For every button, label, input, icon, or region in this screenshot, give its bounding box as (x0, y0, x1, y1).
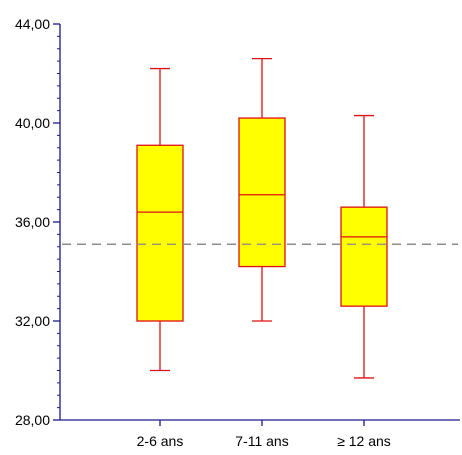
y-tick-label: 40,00 (15, 115, 50, 131)
y-tick-label: 44,00 (15, 16, 50, 32)
axes (53, 23, 460, 426)
box-1 (238, 58, 286, 322)
y-tick-label: 36,00 (15, 214, 50, 230)
iqr-box (238, 117, 286, 268)
x-category-label: 2-6 ans (137, 433, 184, 449)
boxes-group (62, 58, 458, 379)
iqr-box (340, 206, 388, 307)
y-tick-label: 28,00 (15, 412, 50, 428)
x-category-label: ≥ 12 ans (337, 433, 391, 449)
box-0 (136, 67, 184, 372)
box-2 (340, 114, 388, 379)
labels-group: 28,00 32,00 36,00 40,00 44,00 2-6 ans 7-11 ans… (15, 16, 391, 449)
iqr-box (136, 144, 184, 322)
y-tick-label: 32,00 (15, 313, 50, 329)
x-category-label: 7-11 ans (235, 433, 288, 449)
